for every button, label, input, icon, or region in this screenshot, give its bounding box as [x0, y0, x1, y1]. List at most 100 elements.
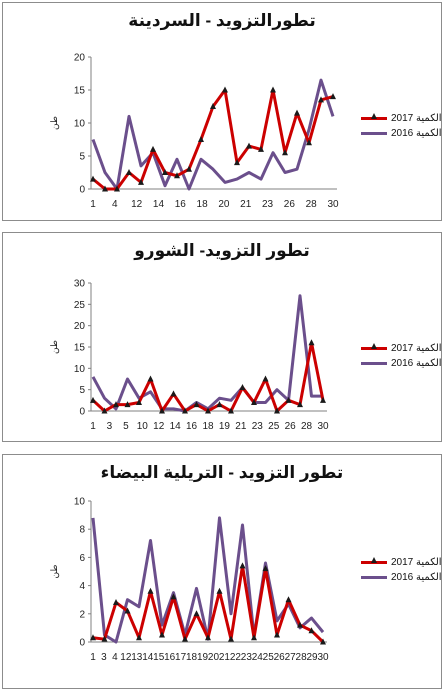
data-point-2017: [228, 635, 234, 642]
data-point-2017: [216, 587, 223, 594]
legend-swatch-2017: [361, 557, 387, 564]
x-tick-label: 28: [306, 199, 318, 210]
x-tick-label: 21: [235, 421, 247, 432]
x-tick-label: 24: [252, 652, 264, 663]
x-tick-label: 19: [219, 421, 231, 432]
data-point-2017: [193, 610, 200, 617]
data-point-2017: [126, 169, 132, 175]
chart-panel-sardine: تطورالتزويد - السردينة 0 5 10 15 20 طن 1 4 12 14 1…: [2, 2, 442, 221]
y-tick-label: 0: [79, 407, 85, 418]
x-tick-label: 1: [90, 652, 96, 663]
data-point-2017: [251, 398, 257, 405]
x-tick-label: 30: [327, 199, 339, 210]
x-tick-label: 23: [252, 421, 264, 432]
x-tick-label: 1: [90, 421, 96, 432]
x-tick-label: 23: [241, 652, 253, 663]
data-point-2017: [297, 401, 303, 408]
data-point-2017: [147, 587, 154, 594]
y-tick-label: 4: [79, 581, 85, 592]
legend-item-2016: الكمية 2016: [361, 126, 442, 141]
x-tick-label: 26: [285, 421, 297, 432]
x-tick-label: 12: [120, 652, 132, 663]
chart-legend: الكمية 2017 الكمية 2016: [361, 555, 442, 585]
x-tick-label: 26: [284, 199, 296, 210]
data-point-2017: [90, 634, 96, 641]
x-tick-label: 28: [296, 652, 308, 663]
data-point-2017: [216, 401, 223, 408]
chart-panel-white-trilia: تطور التزويد - التريلية البيضاء 0 2 4 6 8 10 ط…: [2, 454, 442, 689]
y-tick-label: 2: [79, 609, 85, 620]
data-point-2017: [150, 145, 156, 152]
x-tick-label: 27: [285, 652, 297, 663]
y-tick-label: 0: [79, 185, 85, 196]
x-tick-label: 5: [123, 421, 129, 432]
data-point-2017: [198, 136, 204, 142]
x-tick-label: 18: [202, 421, 214, 432]
data-point-2017: [282, 149, 288, 156]
data-point-2017: [136, 634, 142, 641]
x-tick-label: 18: [186, 652, 198, 663]
data-point-2017: [147, 375, 154, 382]
x-tick-label: 17: [175, 652, 187, 663]
data-point-2017: [101, 407, 108, 414]
chart-title: تطور التزويد - التريلية البيضاء: [100, 463, 344, 482]
data-point-2017: [210, 103, 216, 109]
y-tick-label: 20: [74, 321, 86, 332]
data-point-2017: [239, 384, 246, 391]
data-point-2017: [320, 396, 326, 403]
x-tick-label: 18: [197, 199, 209, 210]
x-tick-label: 22: [230, 652, 242, 663]
legend-label: الكمية 2017: [391, 113, 442, 124]
y-tick-label: 6: [79, 553, 85, 564]
data-point-2017: [306, 139, 312, 146]
data-point-2017: [258, 145, 264, 152]
legend-item-2017: الكمية 2017: [361, 111, 442, 126]
series-line-2016: [91, 78, 335, 191]
data-point-2017: [270, 86, 276, 93]
data-point-2017: [162, 169, 168, 175]
data-point-2017: [274, 407, 280, 414]
data-point-2017: [114, 185, 120, 192]
y-tick-label: 15: [74, 343, 86, 354]
x-tick-label: 25: [263, 652, 275, 663]
y-tick-label: 5: [79, 385, 85, 396]
x-tick-label: 21: [240, 199, 252, 210]
legend-label: الكمية 2017: [391, 557, 442, 568]
x-tick-label: 15: [153, 652, 165, 663]
data-point-2017: [113, 401, 119, 408]
x-tick-label: 3: [101, 652, 107, 663]
x-tick-label: 10: [137, 421, 149, 432]
legend-swatch-2017: [361, 113, 387, 120]
x-tick-label: 12: [153, 421, 165, 432]
data-point-2017: [234, 159, 240, 166]
x-tick-label: 26: [274, 652, 286, 663]
data-point-2017: [90, 396, 96, 403]
legend-label: الكمية 2017: [391, 343, 442, 354]
x-tick-label: 16: [164, 652, 176, 663]
data-point-2017: [124, 401, 131, 408]
data-point-2017: [138, 178, 144, 185]
data-point-2017: [246, 142, 252, 149]
data-point-2017: [251, 634, 257, 641]
chart-title: تطورالتزويد - السردينة: [128, 11, 316, 30]
x-tick-label: 16: [186, 421, 198, 432]
data-point-2017: [193, 401, 200, 408]
data-point-2017: [170, 390, 177, 397]
data-point-2017: [90, 175, 96, 182]
data-point-2017: [113, 599, 119, 606]
x-tick-label: 29: [306, 652, 318, 663]
y-tick-label: 25: [74, 300, 86, 311]
y-axis-label: طن: [49, 564, 60, 578]
data-point-2017: [222, 86, 228, 93]
data-point-2017: [159, 631, 165, 638]
legend-swatch-2016: [361, 362, 387, 365]
data-point-2017: [320, 638, 326, 645]
x-tick-label: 1: [90, 199, 96, 210]
legend-swatch-2016: [361, 132, 387, 135]
y-tick-label: 0: [79, 638, 85, 649]
x-tick-label: 3: [107, 421, 113, 432]
data-point-2017: [159, 407, 165, 414]
y-tick-label: 15: [74, 86, 86, 97]
data-point-2017: [330, 93, 336, 100]
